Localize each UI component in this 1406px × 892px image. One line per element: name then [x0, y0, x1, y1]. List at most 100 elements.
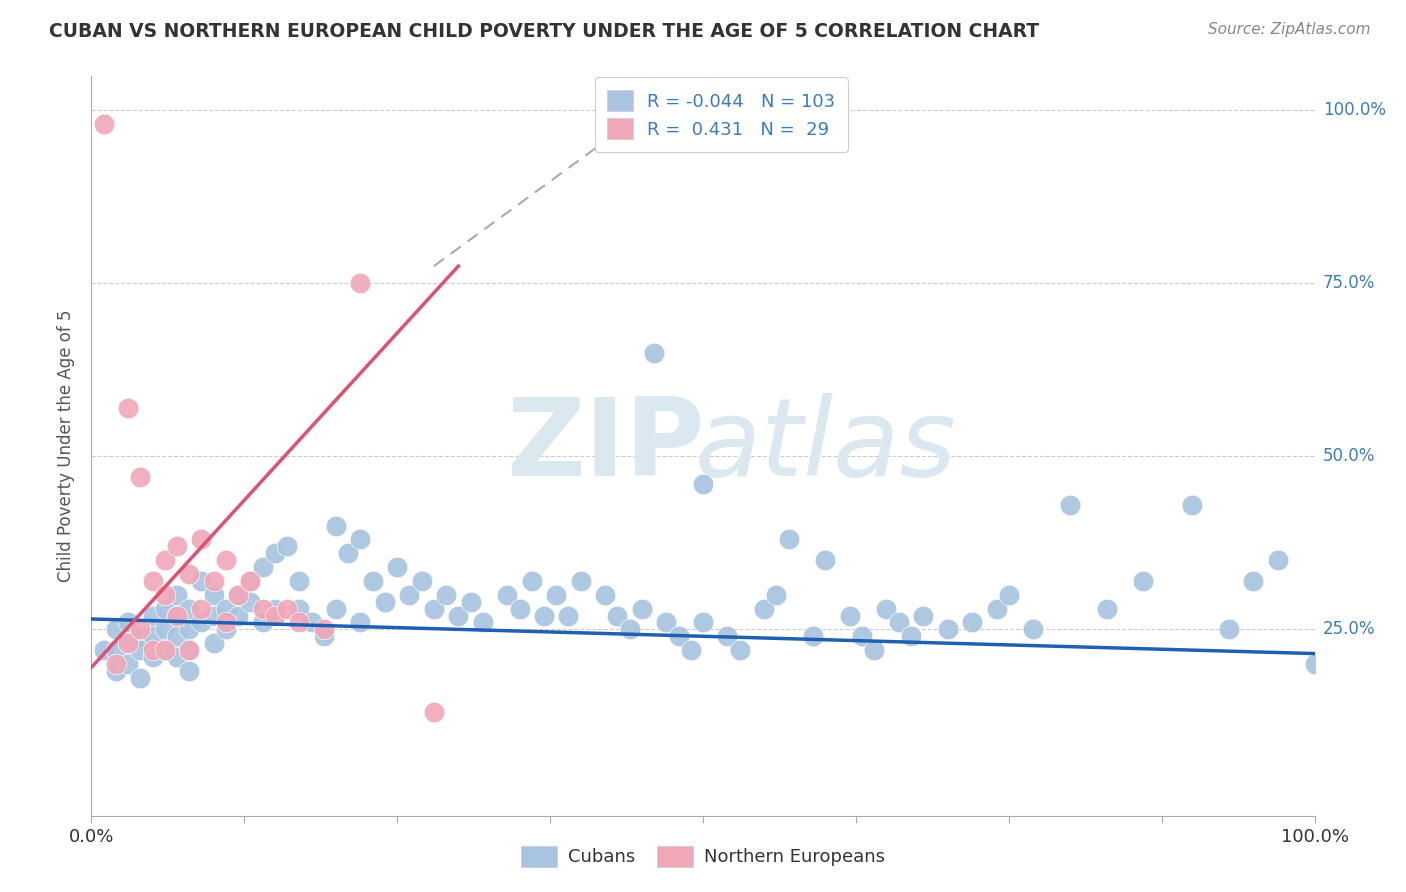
Point — [166, 539, 188, 553]
Point — [1059, 498, 1081, 512]
Point — [141, 643, 163, 657]
Point — [447, 608, 470, 623]
Point — [179, 664, 201, 678]
Legend: Cubans, Northern Europeans: Cubans, Northern Europeans — [513, 838, 893, 874]
Point — [166, 629, 188, 643]
Point — [104, 664, 127, 678]
Point — [423, 706, 446, 720]
Point — [166, 650, 188, 665]
Point — [215, 553, 238, 567]
Point — [998, 588, 1021, 602]
Point — [631, 601, 654, 615]
Point — [423, 601, 446, 615]
Text: atlas: atlas — [695, 393, 956, 499]
Point — [179, 623, 201, 637]
Point — [190, 601, 212, 615]
Point — [875, 601, 898, 615]
Point — [141, 608, 163, 623]
Point — [153, 601, 176, 615]
Point — [546, 588, 568, 602]
Point — [117, 657, 139, 671]
Point — [141, 650, 163, 665]
Point — [190, 533, 212, 547]
Point — [337, 546, 360, 560]
Point — [153, 643, 176, 657]
Point — [166, 608, 188, 623]
Point — [361, 574, 384, 588]
Point — [411, 574, 433, 588]
Point — [129, 671, 152, 685]
Point — [239, 574, 262, 588]
Point — [215, 601, 238, 615]
Point — [692, 477, 714, 491]
Point — [252, 601, 274, 615]
Point — [226, 588, 249, 602]
Point — [912, 608, 935, 623]
Point — [936, 623, 959, 637]
Point — [312, 629, 335, 643]
Point — [117, 615, 139, 630]
Point — [754, 601, 776, 615]
Point — [801, 629, 824, 643]
Point — [716, 629, 738, 643]
Point — [104, 623, 127, 637]
Text: 50.0%: 50.0% — [1323, 448, 1375, 466]
Point — [349, 277, 371, 291]
Text: 75.0%: 75.0% — [1323, 275, 1375, 293]
Point — [668, 629, 690, 643]
Point — [264, 546, 287, 560]
Point — [557, 608, 579, 623]
Point — [509, 601, 531, 615]
Point — [276, 601, 298, 615]
Point — [104, 643, 127, 657]
Point — [93, 117, 115, 131]
Point — [288, 601, 311, 615]
Point — [179, 601, 201, 615]
Point — [374, 595, 396, 609]
Point — [93, 643, 115, 657]
Point — [252, 560, 274, 574]
Point — [349, 615, 371, 630]
Point — [520, 574, 543, 588]
Point — [153, 588, 176, 602]
Text: ZIP: ZIP — [506, 393, 704, 499]
Point — [349, 533, 371, 547]
Point — [728, 643, 751, 657]
Point — [276, 539, 298, 553]
Point — [104, 657, 127, 671]
Point — [325, 601, 347, 615]
Point — [533, 608, 555, 623]
Point — [863, 643, 886, 657]
Point — [226, 588, 249, 602]
Point — [679, 643, 702, 657]
Text: CUBAN VS NORTHERN EUROPEAN CHILD POVERTY UNDER THE AGE OF 5 CORRELATION CHART: CUBAN VS NORTHERN EUROPEAN CHILD POVERTY… — [49, 22, 1039, 41]
Point — [166, 588, 188, 602]
Point — [202, 608, 225, 623]
Point — [190, 615, 212, 630]
Point — [166, 608, 188, 623]
Point — [569, 574, 592, 588]
Point — [141, 574, 163, 588]
Point — [960, 615, 983, 630]
Point — [153, 623, 176, 637]
Point — [593, 588, 616, 602]
Point — [692, 615, 714, 630]
Point — [179, 643, 201, 657]
Point — [179, 643, 201, 657]
Text: 25.0%: 25.0% — [1323, 620, 1375, 639]
Point — [239, 595, 262, 609]
Point — [129, 643, 152, 657]
Point — [129, 470, 152, 484]
Point — [838, 608, 860, 623]
Point — [1132, 574, 1154, 588]
Point — [288, 574, 311, 588]
Point — [655, 615, 678, 630]
Point — [814, 553, 837, 567]
Point — [900, 629, 922, 643]
Point — [1303, 657, 1326, 671]
Point — [264, 601, 287, 615]
Point — [1022, 623, 1045, 637]
Point — [619, 623, 641, 637]
Point — [643, 345, 665, 359]
Y-axis label: Child Poverty Under the Age of 5: Child Poverty Under the Age of 5 — [58, 310, 76, 582]
